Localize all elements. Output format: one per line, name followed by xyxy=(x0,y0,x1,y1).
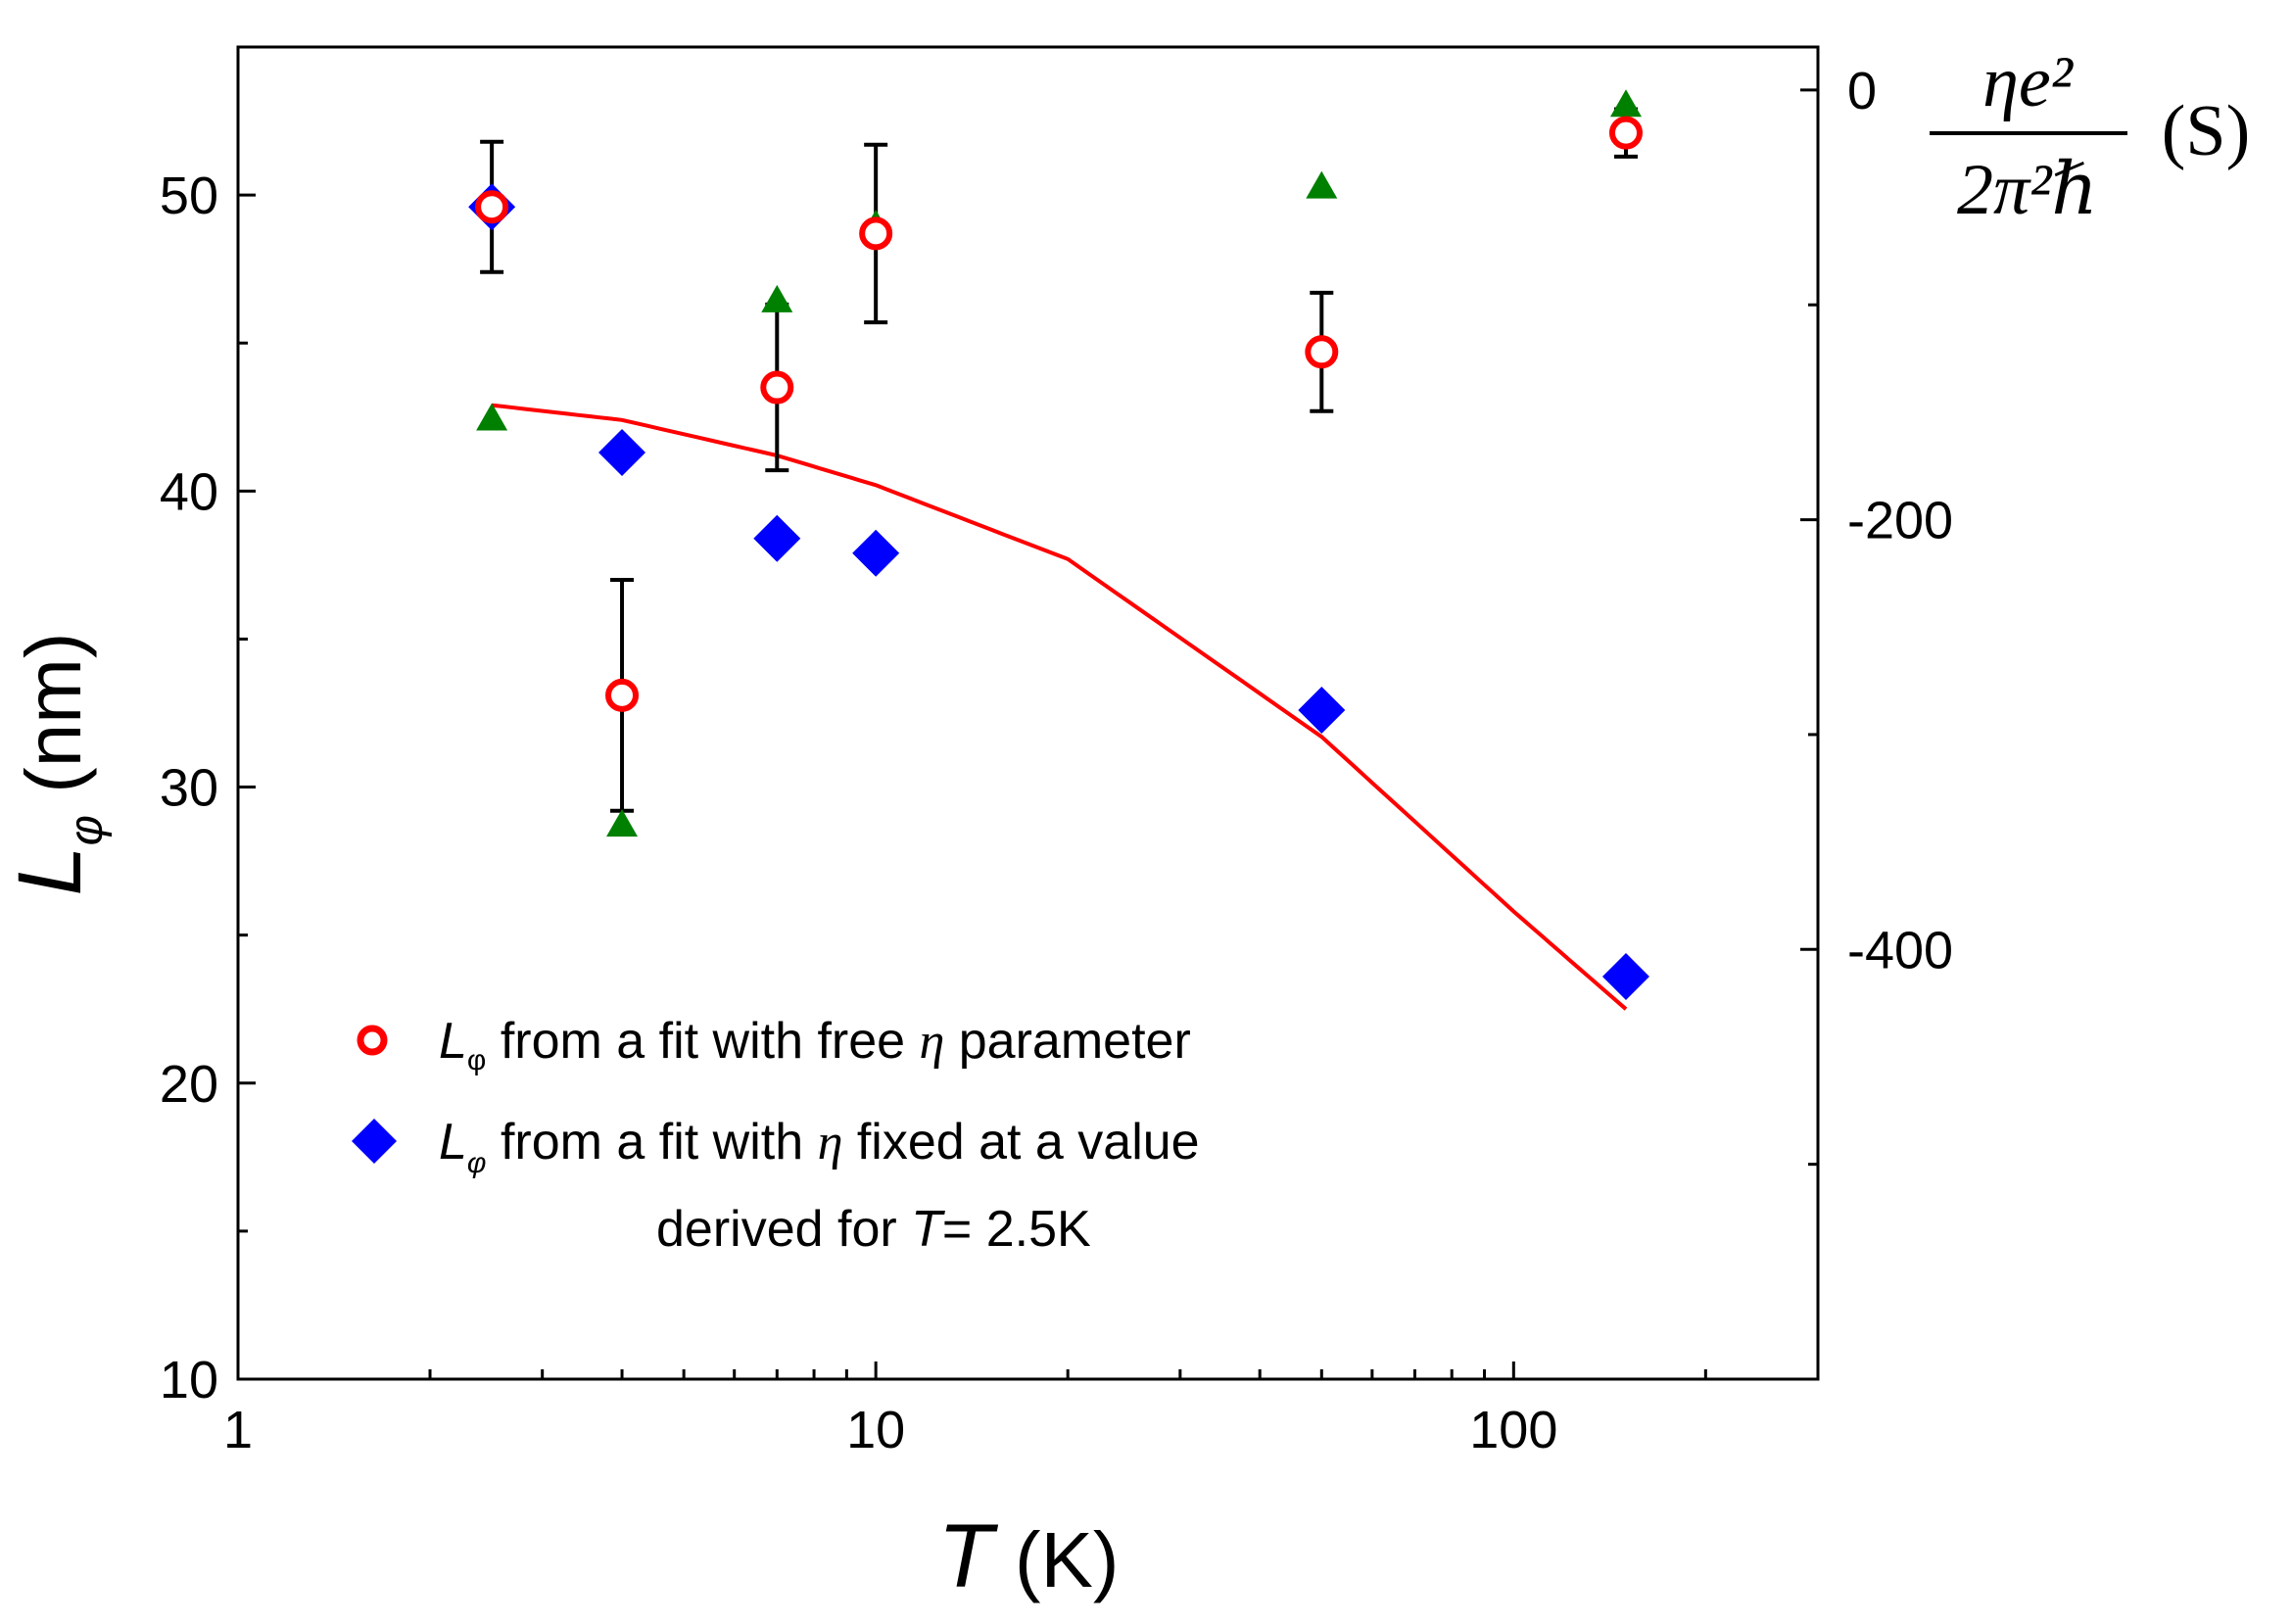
legend-entry-2-symbol: L xyxy=(439,1114,467,1170)
y2-tick-label: -400 xyxy=(1847,921,1953,979)
x-axis-title-unit: (K) xyxy=(993,1516,1120,1603)
legend-note-suffix: = 2.5K xyxy=(942,1201,1091,1258)
legend-entry-2: Lφ from a fit with η fixed at a value xyxy=(439,1114,1200,1179)
marker-open-circle xyxy=(475,190,509,224)
y2-title-unit: (S) xyxy=(2162,91,2250,171)
y-axis-title-symbol: L xyxy=(0,845,100,895)
legend: Lφ from a fit with free η parameter Lφ f… xyxy=(352,1013,1200,1258)
x-tick-label: 100 xyxy=(1469,1401,1557,1459)
legend-marker-diamond xyxy=(352,1119,397,1164)
marker-open-circle xyxy=(760,370,794,405)
x-axis-title: T (K) xyxy=(937,1506,1119,1606)
marker-diamond xyxy=(598,429,646,477)
marker-open-circle xyxy=(1305,335,1339,369)
x-tick-label: 1 xyxy=(223,1401,253,1459)
plot-frame xyxy=(236,45,1820,1381)
x-tick-label: 10 xyxy=(846,1401,905,1459)
y2-title-numerator: ηe² xyxy=(1982,42,2075,122)
marker-triangle xyxy=(761,284,793,312)
legend-note-prefix: derived for xyxy=(656,1201,911,1258)
legend-entry-2-sub: φ xyxy=(467,1147,487,1179)
legend-note-symbol: T xyxy=(911,1201,945,1258)
y-tick-label: 10 xyxy=(160,1351,218,1409)
legend-entry-1-greek: η xyxy=(920,1014,945,1070)
error-bar-layer xyxy=(480,107,1638,813)
legend-note: derived for T= 2.5K xyxy=(656,1201,1091,1258)
marker-diamond xyxy=(1298,686,1346,734)
y-axis-title: Lφ (nm) xyxy=(0,632,113,895)
marker-triangle xyxy=(606,809,639,837)
legend-entry-1-text-b: parameter xyxy=(944,1013,1190,1070)
y-axis-title-unit: (nm) xyxy=(10,632,97,815)
marker-diamond xyxy=(753,514,801,562)
y-axis-title-subscript: φ xyxy=(61,815,113,845)
legend-entry-1: Lφ from a fit with free η parameter xyxy=(439,1013,1191,1076)
y2-title-denominator: 2π²ℏ xyxy=(1957,150,2098,230)
legend-entry-1-text-a: from a fit with free xyxy=(486,1013,919,1070)
fit-curve-layer xyxy=(491,403,1628,1011)
y2-tick-label: 0 xyxy=(1847,62,1877,120)
y-tick-label: 20 xyxy=(160,1055,218,1114)
legend-entry-2-greek: η xyxy=(818,1115,843,1170)
legend-entry-1-sub: φ xyxy=(467,1044,486,1076)
marker-open-circle xyxy=(605,678,640,712)
y-tick-label: 30 xyxy=(160,759,218,818)
legend-marker-open-circle xyxy=(357,1025,388,1056)
marker-triangle xyxy=(476,403,508,431)
marker-open-circle xyxy=(1608,116,1643,150)
y2-tick-label: -200 xyxy=(1847,492,1953,550)
marker-layer xyxy=(468,89,1649,1000)
y-tick-label: 50 xyxy=(160,167,218,225)
x-axis-title-symbol: T xyxy=(937,1506,998,1606)
legend-entry-1-symbol: L xyxy=(439,1013,467,1070)
y-tick-label: 40 xyxy=(160,462,218,521)
fit-curve-line xyxy=(491,403,1628,1011)
legend-entry-2-text-a: from a fit with xyxy=(487,1114,818,1170)
legend-entry-2-text-b: fixed at a value xyxy=(842,1114,1199,1170)
marker-diamond xyxy=(852,529,900,577)
marker-open-circle xyxy=(859,216,893,251)
marker-diamond xyxy=(1601,952,1649,1000)
y2-axis-title: ηe² 2π²ℏ (S) xyxy=(1930,42,2250,230)
marker-triangle xyxy=(1609,89,1642,118)
marker-triangle xyxy=(1306,170,1338,199)
